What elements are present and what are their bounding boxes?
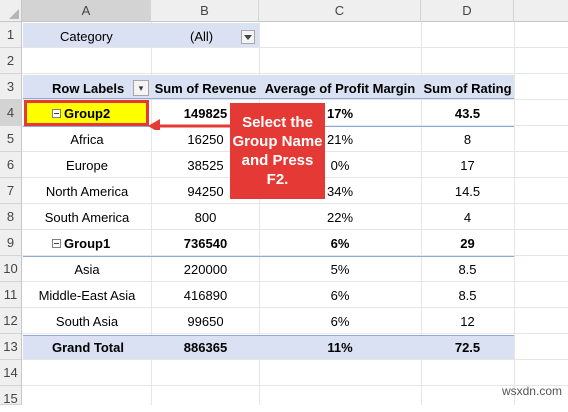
rating-value: 8.5 [458,287,477,303]
group1-margin: 6% [330,235,350,251]
row-header-5[interactable]: 5 [0,126,22,152]
report-filter-band [23,23,259,47]
column-header-b[interactable]: B [151,0,259,22]
rating-value: 8.5 [458,261,477,277]
group1-rating: 29 [460,235,475,251]
row-header-9[interactable]: 9 [0,230,22,256]
filter-value: (All) [190,28,214,44]
instruction-callout: Select the Group Name and Press F2. [230,103,325,199]
group1-revenue: 736540 [183,235,228,251]
row-header-4[interactable]: 4 [0,100,22,126]
row-header-10[interactable]: 10 [0,256,22,282]
margin-value: 34% [326,183,354,199]
rating-value: 17 [460,157,475,173]
row-header-6[interactable]: 6 [0,152,22,178]
group2-revenue: 149825 [183,105,228,121]
gridline [22,307,568,308]
row-header-13[interactable]: 13 [0,334,22,360]
collapse-icon[interactable] [52,238,61,248]
gridline [22,99,568,100]
grand-total-label: Grand Total [52,339,124,355]
revenue-value: 800 [194,209,217,225]
filter-label: Category [60,28,113,44]
margin-value: 0% [330,157,350,173]
revenue-value: 16250 [187,131,224,147]
row-header-15[interactable]: 15 [0,386,22,406]
row-label: South Asia [55,313,119,329]
grand-total-band [23,335,514,359]
collapse-icon[interactable] [52,108,61,118]
grand-total-margin: 11% [327,339,353,355]
margin-value: 6% [330,313,350,329]
rating-value: 8 [463,131,472,147]
row-header-12[interactable]: 12 [0,308,22,334]
revenue-value: 94250 [187,183,224,199]
watermark: wsxdn.com [501,384,562,398]
margin-value: 5% [330,261,350,277]
margin-value: 22% [326,209,354,225]
gridline [22,203,568,204]
rating-value: 12 [460,313,475,329]
gridline [514,22,515,405]
header-rating: Sum of Rating [423,80,512,96]
filter-dropdown-button[interactable] [241,30,255,44]
column-header-e[interactable] [514,0,568,22]
row-label: South America [44,209,130,225]
header-row-labels: Row Labels [52,80,125,96]
margin-value: 21% [326,131,354,147]
gridline [259,22,260,405]
group1-label-cell[interactable]: Group1 [52,230,110,256]
rating-value: 14.5 [454,183,481,199]
select-all-corner[interactable] [0,0,22,22]
row-label: Asia [74,261,100,277]
group-separator [23,256,514,257]
gridline [22,47,568,48]
row-labels-filter-button[interactable]: ▾ [133,80,149,96]
row-header-7[interactable]: 7 [0,178,22,204]
column-header-a[interactable]: A [22,0,151,22]
margin-value: 6% [330,287,350,303]
row-label: North America [45,183,129,199]
group2-margin: 17% [326,105,354,121]
row-header-3[interactable]: 3 [0,74,22,100]
column-header-c[interactable]: C [259,0,421,22]
group1-label: Group1 [64,235,111,251]
gridline [22,333,568,334]
revenue-value: 416890 [183,287,228,303]
row-label: Europe [66,157,108,173]
row-header-8[interactable]: 8 [0,204,22,230]
group2-rating: 43.5 [454,105,481,121]
gridline [151,22,152,405]
grand-total-revenue: 886365 [183,339,228,355]
row-label: Africa [70,131,104,147]
gridline [22,281,568,282]
revenue-value: 38525 [187,157,224,173]
gridline [22,229,568,230]
gridline [22,385,568,386]
group2-label: Group2 [64,105,111,121]
row-header-11[interactable]: 11 [0,282,22,308]
header-revenue: Sum of Revenue [154,80,257,96]
arrow-icon [148,119,230,130]
row-header-2[interactable]: 2 [0,48,22,74]
selected-group-cell[interactable] [24,100,149,126]
gridline [22,255,568,256]
gridline [22,73,568,74]
gridline [421,22,422,405]
revenue-value: 99650 [187,313,224,329]
revenue-value: 220000 [183,261,228,277]
grand-total-rating: 72.5 [454,339,481,355]
column-header-d[interactable]: D [421,0,514,22]
header-profit-margin: Average of Profit Margin [264,80,416,96]
row-header-14[interactable]: 14 [0,360,22,386]
gridline [22,359,568,360]
group2-label-cell[interactable]: Group2 [52,100,110,126]
row-label: Middle-East Asia [38,287,136,303]
row-header-1[interactable]: 1 [0,22,22,48]
pivot-header-band [23,75,514,99]
rating-value: 4 [463,209,472,225]
